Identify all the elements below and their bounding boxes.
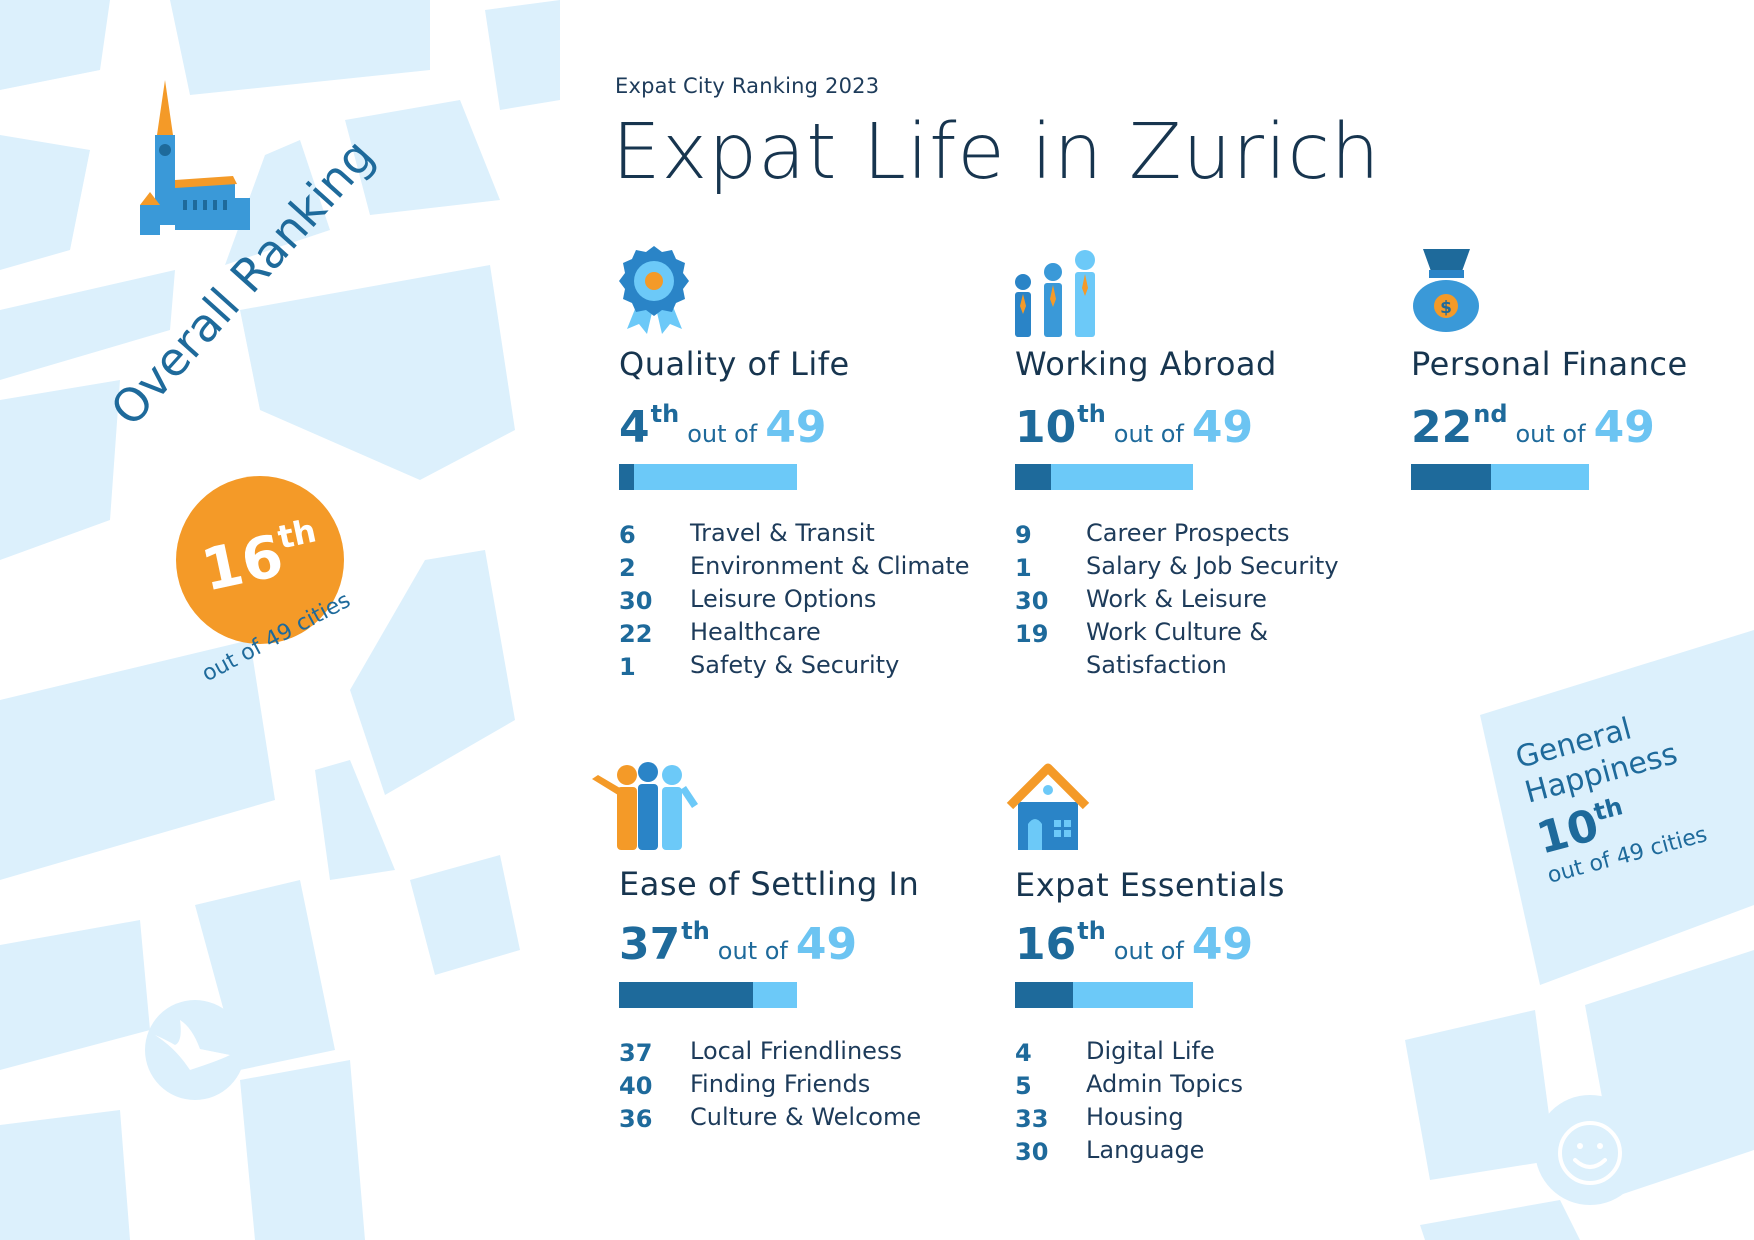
subcategory-rank: 2 (619, 554, 636, 582)
rank-progress-bar (619, 464, 797, 490)
subcategory-rank: 30 (1015, 1138, 1049, 1166)
rank-out-of: out of (717, 937, 788, 965)
rank-out-of: out of (1515, 420, 1586, 448)
subcategory-label: Environment & Climate (690, 552, 970, 580)
subcategory-label: Travel & Transit (690, 519, 875, 547)
subcategory-label: Culture & Welcome (690, 1103, 922, 1131)
rank-out-of: out of (687, 420, 758, 448)
subcategory-label: Local Friendliness (690, 1037, 902, 1065)
subcategory-rank: 5 (1015, 1072, 1032, 1100)
subcategory-rank: 19 (1015, 620, 1049, 648)
category-name: Personal Finance (1411, 345, 1688, 383)
rank-total: 49 (1191, 919, 1254, 970)
subcategory-label: Leisure Options (690, 585, 877, 613)
rank-total: 49 (765, 402, 827, 453)
category-name: Working Abroad (1015, 345, 1277, 383)
category-quality-of-life: Quality of Life 4thout of 49 6 Travel & Tr… (617, 244, 987, 684)
category-rank: 37thout of 49 (619, 917, 858, 970)
subcategory-rank: 36 (619, 1105, 653, 1133)
rank-progress-bar (619, 982, 797, 1008)
church-icon (140, 80, 250, 235)
rank-progress-fill (1015, 464, 1052, 490)
subcategory-rank: 30 (1015, 587, 1049, 615)
rank-suffix: th (681, 917, 710, 945)
money-bag-icon: $ (1413, 249, 1479, 332)
page-title: Expat Life in Zurich (612, 108, 1381, 197)
category-name: Ease of Settling In (619, 865, 920, 903)
subcategory-rank: 37 (619, 1039, 653, 1067)
smiley-icon (1558, 1121, 1622, 1185)
category-rank: 22ndout of 49 (1411, 400, 1655, 453)
rank-progress-fill (619, 982, 754, 1008)
subcategory-rank: 9 (1015, 521, 1032, 549)
subcategory-label: Career Prospects (1086, 519, 1290, 547)
rank-progress-fill (619, 464, 634, 490)
subcategory-rank: 1 (619, 653, 636, 681)
rank-out-of: out of (1113, 420, 1184, 448)
rank-suffix: th (650, 400, 680, 428)
subcategory-label: Salary & Job Security (1086, 552, 1339, 580)
rank-number: 16 (1015, 919, 1077, 970)
rank-suffix: nd (1473, 400, 1508, 428)
subcategory-label: Language (1086, 1136, 1205, 1164)
rank-total: 49 (795, 919, 858, 970)
subcategory-rank: 6 (619, 521, 636, 549)
overall-rank-suffix: th (274, 511, 320, 557)
rank-progress-bar (1015, 464, 1193, 490)
overall-rank-circle (176, 476, 344, 644)
category-name: Expat Essentials (1015, 866, 1285, 904)
subcategory-label: Housing (1086, 1103, 1184, 1131)
subcategory-label: Admin Topics (1086, 1070, 1243, 1098)
category-rank: 4thout of 49 (619, 400, 827, 453)
rank-number: 10 (1015, 402, 1077, 453)
subcategory-rank: 4 (1015, 1039, 1032, 1067)
business-people-icon (1015, 250, 1095, 337)
subcategory-label: Work & Leisure (1086, 585, 1267, 613)
subcategory-rank: 22 (619, 620, 653, 648)
category-expat-essentials: Expat Essentials 16thout of 49 4 Digital L… (1006, 762, 1376, 1182)
rank-suffix: th (1077, 917, 1106, 945)
rank-progress-bar (1015, 982, 1193, 1008)
subcategory-label: Healthcare (690, 618, 821, 646)
rank-number: 37 (619, 919, 681, 970)
general-happiness-rank-suffix: th (1590, 792, 1626, 827)
friends-group-icon (592, 762, 698, 850)
subcategory-label: Work Culture & (1086, 618, 1269, 646)
subcategory-label: Satisfaction (1086, 651, 1227, 679)
subcategory-label: Safety & Security (690, 651, 900, 679)
award-badge-icon (619, 246, 689, 334)
rank-progress-bar (1411, 464, 1589, 490)
subcategory-rank: 1 (1015, 554, 1032, 582)
rank-suffix: th (1077, 400, 1106, 428)
category-rank: 16thout of 49 (1015, 917, 1254, 970)
category-personal-finance: $ Personal Finance 22ndout of 49 (1409, 244, 1739, 504)
subcategory-label: Digital Life (1086, 1037, 1215, 1065)
category-name: Quality of Life (619, 345, 850, 383)
report-eyebrow: Expat City Ranking 2023 (615, 74, 880, 98)
rank-out-of: out of (1113, 937, 1184, 965)
category-ease-of-settling-in: Ease of Settling In 37thout of 49 37 Local… (590, 762, 960, 1142)
category-working-abroad: Working Abroad 10thout of 49 9 Career Pros… (1013, 244, 1383, 684)
rank-total: 49 (1593, 402, 1655, 453)
subcategory-rank: 40 (619, 1072, 653, 1100)
bird-icon (155, 1020, 230, 1070)
rank-number: 4 (619, 402, 650, 453)
subcategory-rank: 30 (619, 587, 653, 615)
rank-number: 22 (1411, 402, 1473, 453)
svg-text:$: $ (1440, 298, 1452, 318)
house-icon (1006, 763, 1090, 850)
subcategory-label: Finding Friends (690, 1070, 871, 1098)
rank-progress-fill (1411, 464, 1491, 490)
rank-total: 49 (1191, 402, 1254, 453)
category-rank: 10thout of 49 (1015, 400, 1254, 453)
subcategory-rank: 33 (1015, 1105, 1049, 1133)
rank-progress-fill (1015, 982, 1074, 1008)
